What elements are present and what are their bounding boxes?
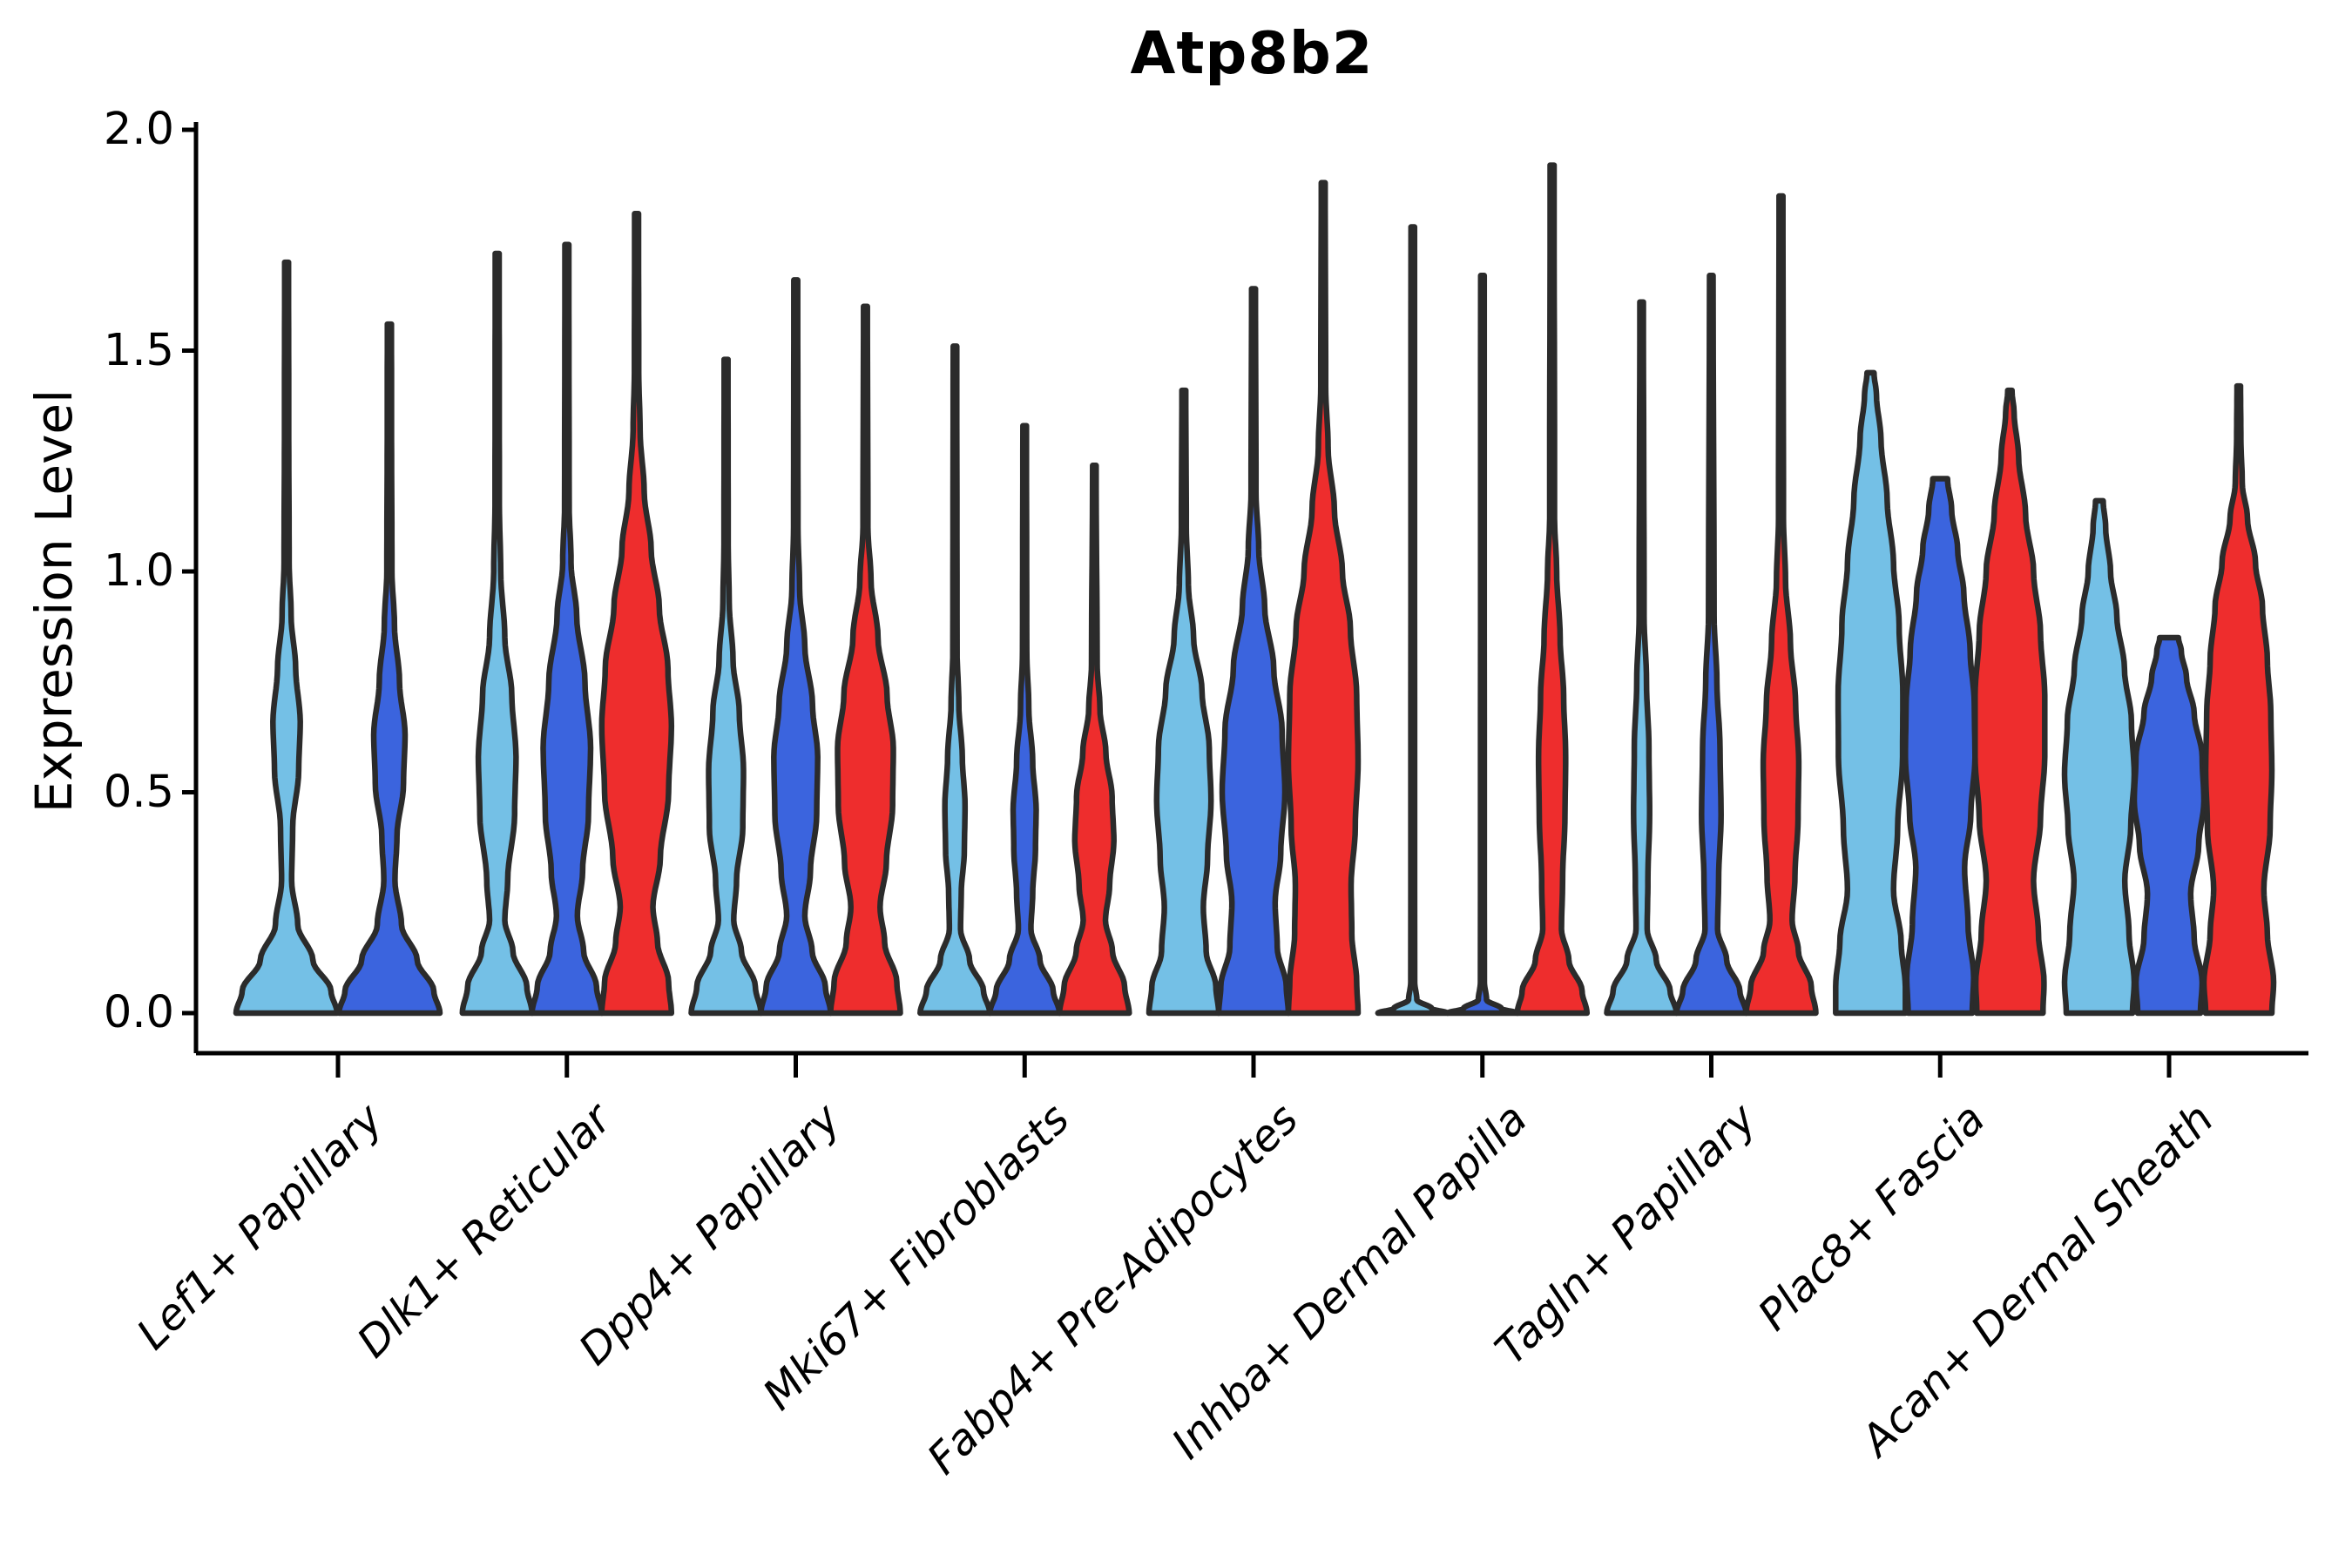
violin-lightblue-fabp4-pre-adipocytes: [1146, 387, 1222, 1017]
violin-lightblue-acan-dermal-sheath: [2061, 497, 2138, 1017]
violin-lightblue-lef1-papillary: [233, 259, 341, 1017]
violin-blue-fabp4-pre-adipocytes: [1215, 286, 1292, 1017]
y-tick-label: 2.0: [103, 104, 174, 155]
violin-red-fabp4-pre-adipocytes: [1285, 179, 1362, 1017]
violin-red-dpp4-papillary: [828, 303, 903, 1017]
chart-title: Atp8b2: [1130, 19, 1374, 87]
violin-blue-mki67-fibroblasts: [987, 422, 1063, 1017]
violin-lightblue-inhba-dermal-papilla: [1375, 224, 1451, 1017]
violin-lightblue-tagln-papillary: [1604, 299, 1680, 1017]
violin-red-dlk1-reticular: [598, 211, 675, 1017]
violin-red-mki67-fibroblasts: [1057, 463, 1132, 1017]
violin-blue-dpp4-papillary: [758, 277, 834, 1017]
violin-red-tagln-papillary: [1743, 193, 1819, 1017]
violin-lightblue-dlk1-reticular: [459, 250, 536, 1017]
violin-red-inhba-dermal-papilla: [1514, 162, 1591, 1017]
violin-lightblue-plac8-fascia: [1833, 369, 1909, 1017]
violin-red-acan-dermal-sheath: [2200, 382, 2277, 1017]
violin-blue-acan-dermal-sheath: [2131, 634, 2207, 1017]
y-tick-label: 1.0: [103, 545, 174, 597]
violin-blue-inhba-dermal-papilla: [1444, 273, 1521, 1017]
violin-lightblue-mki67-fibroblasts: [917, 343, 993, 1017]
violin-lightblue-dpp4-papillary: [688, 356, 764, 1017]
violin-blue-plac8-fascia: [1903, 476, 1978, 1017]
violin-red-plac8-fascia: [1972, 387, 2048, 1017]
y-tick-label: 0.0: [103, 987, 174, 1038]
violin-blue-dlk1-reticular: [529, 241, 605, 1017]
violin-blue-lef1-papillary: [335, 321, 443, 1017]
y-tick-label: 1.5: [103, 324, 174, 376]
y-tick-label: 0.5: [103, 766, 174, 818]
violin-blue-tagln-papillary: [1673, 273, 1749, 1017]
